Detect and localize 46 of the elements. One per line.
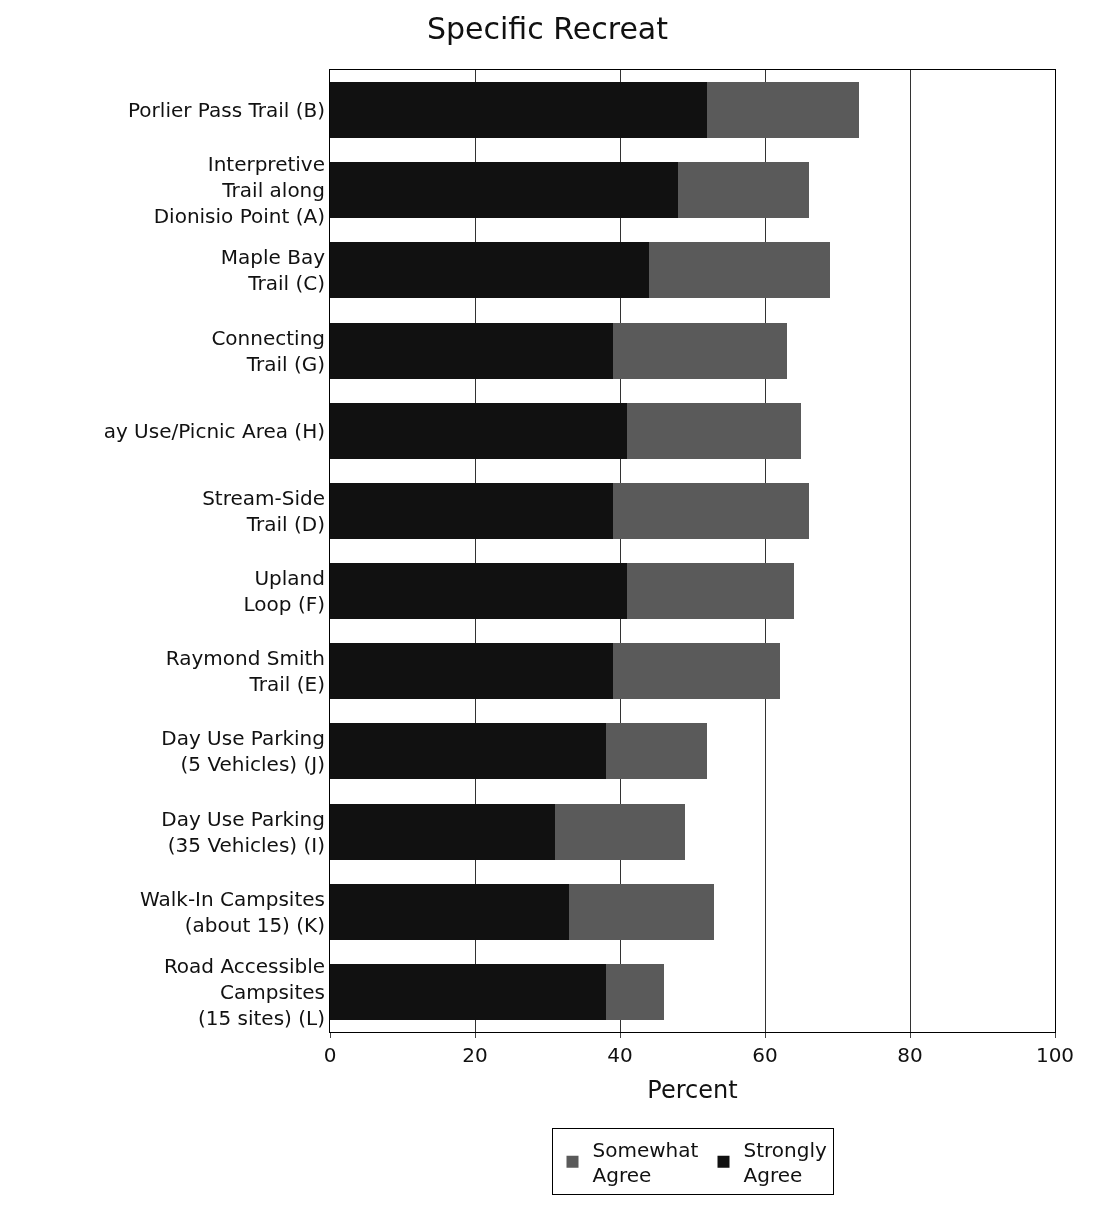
- x-tick-label: 100: [1035, 1043, 1075, 1067]
- y-tick-label: Raymond Smith Trail (E): [165, 646, 325, 697]
- y-tick-label: Road Accessible Campsites (15 sites) (L): [163, 953, 325, 1030]
- bar: [649, 242, 831, 299]
- bar: [678, 162, 809, 219]
- y-tick-label: Maple Bay Trail (C): [220, 245, 326, 296]
- bar: [612, 643, 780, 700]
- bar: [554, 803, 686, 860]
- x-tick-label: 40: [607, 1043, 633, 1067]
- bar: [330, 482, 613, 539]
- x-tick-label: 80: [897, 1043, 923, 1067]
- bar: [330, 242, 649, 299]
- x-tick-label: 0: [323, 1043, 337, 1067]
- y-tick-label: Interpretive Trail along Dionisio Point (A): [153, 152, 325, 229]
- x-axis-title: Percent: [647, 1076, 738, 1105]
- bar: [330, 82, 707, 139]
- bar: [612, 482, 809, 539]
- bar: [330, 803, 555, 860]
- bar: [569, 883, 715, 940]
- y-tick-label: ay Use/Picnic Area (H): [103, 418, 325, 443]
- y-tick-label: Day Use Parking (5 Vehicles) (J): [161, 726, 325, 777]
- bar: [330, 162, 678, 219]
- y-tick-label: Connecting Trail (G): [211, 325, 325, 376]
- bar: [707, 82, 860, 139]
- bar: [605, 963, 664, 1020]
- y-tick-label: Day Use Parking (35 Vehicles) (I): [161, 806, 325, 857]
- bar: [627, 402, 802, 459]
- y-tick-label: Walk-In Campsites (about 15) (K): [140, 886, 325, 937]
- y-tick-label: Porlier Pass Trail (B): [128, 98, 325, 123]
- bar: [612, 322, 787, 379]
- chart-title: Specific Recreat: [426, 11, 669, 47]
- y-tick-label: Stream-Side Trail (D): [202, 485, 325, 536]
- bar: [627, 563, 794, 620]
- bar: [330, 563, 628, 620]
- bar: [605, 723, 707, 780]
- y-tick-label: Upland Loop (F): [243, 566, 325, 617]
- bar: [330, 883, 570, 940]
- bar: [330, 723, 606, 780]
- legend-label: Strongly Agree: [743, 1137, 827, 1188]
- bar: [330, 963, 606, 1020]
- legend-label: Somewhat Agree: [592, 1137, 699, 1188]
- x-tick-label: 60: [752, 1043, 778, 1067]
- bar: [330, 643, 613, 700]
- bar: [330, 322, 613, 379]
- x-tick-label: 20: [462, 1043, 488, 1067]
- bar: [330, 402, 628, 459]
